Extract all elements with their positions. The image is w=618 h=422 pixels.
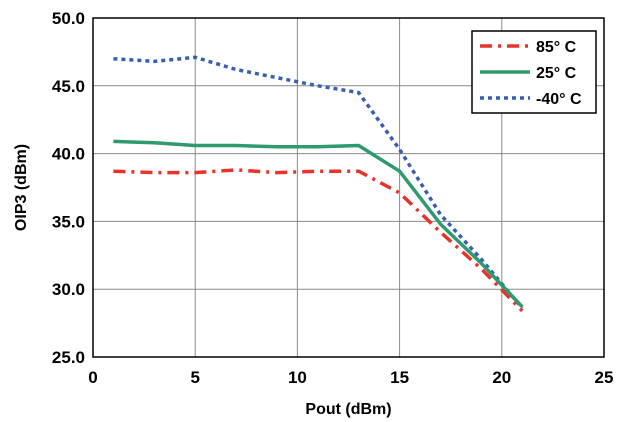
- y-tick-label: 30.0: [52, 280, 85, 299]
- y-tick-label: 50.0: [52, 9, 85, 28]
- x-tick-label: 5: [190, 368, 199, 387]
- y-tick-label: 40.0: [52, 145, 85, 164]
- x-tick-label: 10: [288, 368, 307, 387]
- series-line-1: [113, 139, 524, 308]
- x-tick-label: 25: [595, 368, 614, 387]
- series-lines: [113, 55, 524, 313]
- legend-label-0: 85° C: [536, 39, 577, 56]
- x-tick-label: 0: [88, 368, 97, 387]
- legend: 85° C 25° C -40° C: [471, 30, 597, 114]
- x-tick-label: 20: [492, 368, 511, 387]
- x-axis-title: Pout (dBm): [305, 401, 391, 418]
- plot-frame: [92, 17, 605, 358]
- x-tick-label: 15: [390, 368, 409, 387]
- y-tick-label: 25.0: [52, 348, 85, 367]
- series-line-2: [113, 55, 524, 310]
- y-tick-label: 35.0: [52, 212, 85, 231]
- legend-box: [471, 30, 597, 114]
- y-axis-title: OIP3 (dBm): [13, 144, 30, 231]
- legend-label-2: -40° C: [536, 91, 582, 108]
- legend-label-1: 25° C: [536, 65, 577, 82]
- y-tick-label: 45.0: [52, 77, 85, 96]
- tick-labels: 0 5 10 15 20 25 25.0 30.0 35.0 40.0 45.0 50.0: [52, 9, 614, 387]
